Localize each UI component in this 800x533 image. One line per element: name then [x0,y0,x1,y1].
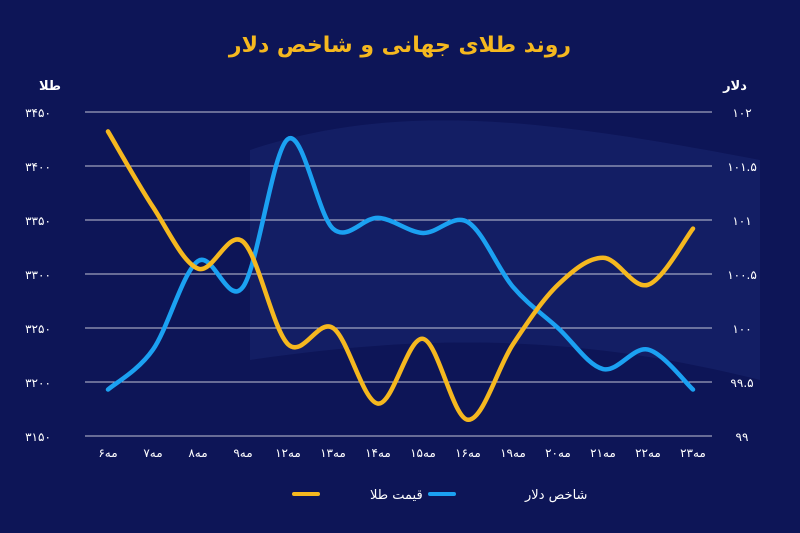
x-tick-label: ۲۱مه [590,446,616,460]
legend-item-dollar: شاخص دلار [428,488,587,503]
left-tick-label: ۳۳۵۰ [25,214,51,228]
legend: قیمت طلا شاخص دلار [292,488,587,503]
legend-label-dollar: شاخص دلار [524,488,587,503]
dollar-index-line [105,136,696,392]
x-tick-label: ۸مه [188,446,207,460]
x-tick-label: ۲۳مه [680,446,706,460]
left-axis-ticks: ۳۴۵۰ ۳۴۰۰ ۳۳۵۰ ۳۳۰۰ ۳۲۵۰ ۳۲۰۰ ۳۱۵۰ [25,106,51,444]
left-tick-label: ۳۴۵۰ [25,106,51,120]
x-tick-label: ۱۶مه [455,446,481,460]
right-axis-title: دلار [722,79,747,94]
right-tick-label: ۱۰۱.۵ [727,160,757,174]
right-tick-label: ۱۰۰ [732,322,751,336]
right-axis-ticks: ۱۰۲ ۱۰۱.۵ ۱۰۱ ۱۰۰.۵ ۱۰۰ ۹۹.۵ ۹۹ [727,106,757,444]
x-tick-label: ۱۲مه [275,446,301,460]
right-tick-label: ۹۹.۵ [730,376,753,390]
left-tick-label: ۳۴۰۰ [25,160,51,174]
x-axis-ticks: ۶مه ۷مه ۸مه ۹مه ۱۲مه ۱۳مه ۱۴مه ۱۵مه ۱۶مه ۱۹مه ۲۰مه… [98,446,706,460]
chart-title: روند طلای جهانی و شاخص دلار [228,33,571,58]
x-tick-label: ۲۲مه [635,446,661,460]
left-tick-label: ۳۲۵۰ [25,322,51,336]
watermark [250,120,760,380]
series-lines [105,129,696,423]
legend-label-gold: قیمت طلا [370,488,423,503]
left-tick-label: ۳۲۰۰ [25,376,51,390]
left-tick-label: ۳۳۰۰ [25,268,51,282]
x-tick-label: ۱۴مه [365,446,391,460]
legend-item-gold: قیمت طلا [292,488,423,503]
x-tick-label: ۱۳مه [320,446,346,460]
left-axis-title: طلا [39,79,61,94]
right-tick-label: ۹۹ [736,430,749,444]
gold-price-line [105,129,696,423]
x-tick-label: ۲۰مه [545,446,571,460]
x-tick-label: ۹مه [233,446,252,460]
right-tick-label: ۱۰۲ [732,106,751,120]
x-tick-label: ۱۵مه [410,446,436,460]
left-tick-label: ۳۱۵۰ [25,430,51,444]
x-tick-label: ۱۹مه [500,446,526,460]
right-tick-label: ۱۰۱ [732,214,751,228]
x-tick-label: ۷مه [143,446,162,460]
right-tick-label: ۱۰۰.۵ [727,268,757,282]
x-tick-label: ۶مه [98,446,117,460]
